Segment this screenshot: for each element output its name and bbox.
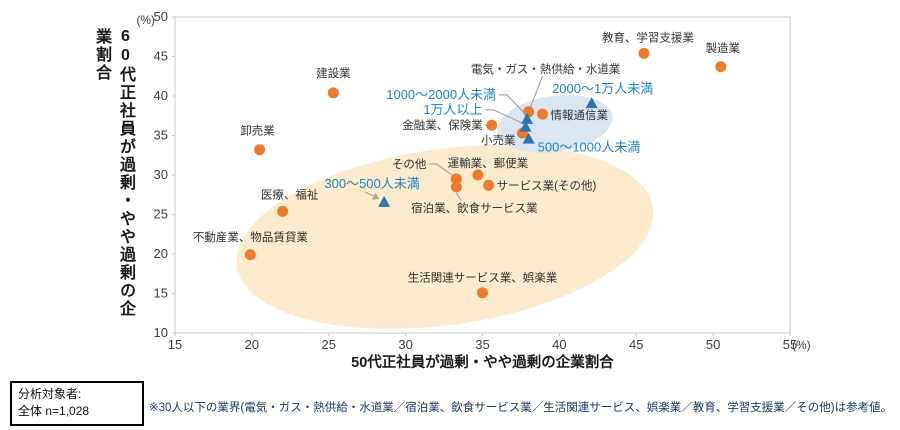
leader-line: [429, 163, 454, 177]
industry-label: 運輸業、郵便業: [448, 156, 529, 170]
industry-label: 情報通信業: [550, 109, 608, 122]
analysis-box-line1: 分析対象者:: [18, 387, 82, 401]
x-axis-title: 50代正社員が過剰・やや過剰の企業割合: [351, 355, 614, 371]
industry-label: 製造業: [706, 41, 741, 55]
industry-label: 建設業: [316, 66, 351, 80]
industry-point: [715, 61, 727, 73]
size-point: [519, 120, 532, 132]
industry-label: 不動産業、物品賃貸業: [193, 230, 308, 244]
industry-point: [523, 106, 535, 118]
analysis-box-line2: 全体 n=1,028: [18, 404, 90, 419]
size-label: 1万人以上: [423, 102, 482, 117]
x-tick-label: 35: [475, 337, 489, 352]
x-tick-label: 55: [783, 337, 797, 352]
industry-label: 小売業: [481, 134, 516, 147]
y-tick-label: 20: [154, 246, 168, 261]
industry-point: [638, 47, 650, 59]
plot-group: 15 20 25 30 35 40 45 50 55504540353025201510建設業卸…: [154, 9, 798, 352]
industry-label: 金融業、保険業: [402, 118, 483, 132]
y-tick-label: 40: [154, 88, 168, 103]
industry-label: 卸売業: [240, 124, 275, 138]
y-tick-label: 25: [154, 207, 168, 222]
industry-label: 教育、学習支援業: [602, 30, 694, 44]
y-tick-label: 10: [154, 325, 168, 340]
footnote-text: ※30人以下の業界(電気・ガス・熱供給・水道業／宿泊業、飲食サービス業／生活関連…: [149, 402, 893, 414]
industry-point: [254, 144, 266, 156]
industry-label: 医療、福祉: [261, 187, 319, 201]
analysis-target-box: 分析対象者: 全体 n=1,028: [10, 381, 144, 426]
x-tick-label: 15: [168, 337, 182, 352]
leader-line: [485, 109, 522, 124]
x-tick-label: 40: [552, 337, 566, 352]
x-axis-unit: (%): [792, 338, 811, 352]
industry-point: [483, 179, 495, 191]
y-axis-unit: (%): [136, 13, 155, 27]
size-point: [521, 112, 534, 124]
industry-point: [277, 205, 289, 217]
leader-line: [530, 75, 544, 108]
x-tick-label: 45: [629, 337, 643, 352]
x-tick-label: 30: [398, 337, 412, 352]
y-tick-label: 35: [154, 128, 168, 143]
size-point: [522, 132, 535, 144]
leader-arrowhead: [371, 192, 380, 200]
industry-label: その他: [392, 158, 427, 171]
industry-point: [450, 173, 462, 185]
leader-line: [455, 192, 462, 202]
industry-point: [536, 108, 548, 120]
size-label: 300〜500人未満: [324, 176, 419, 191]
size-point: [378, 195, 391, 207]
industry-label: 電気・ガス・熱供給・水道業: [471, 62, 621, 76]
industry-point: [327, 87, 339, 99]
y-tick-label: 45: [154, 49, 168, 64]
y-tick-label: 15: [154, 286, 168, 301]
industry-point: [450, 181, 462, 193]
x-tick-label: 50: [706, 337, 720, 352]
industry-point: [244, 249, 256, 261]
industry-label: 生活関連サービス業、娯楽業: [408, 271, 558, 285]
y-tick-label: 50: [154, 9, 168, 24]
leader-line: [499, 94, 525, 114]
industry-label: サービス業(その他): [497, 179, 597, 192]
industry-point: [472, 169, 484, 181]
size-label: 500〜1000人未満: [538, 140, 641, 155]
industry-point: [477, 287, 488, 299]
size-label: 1000〜2000人未満: [386, 87, 496, 102]
x-tick-label: 25: [322, 337, 336, 352]
industry-point: [486, 119, 498, 131]
cream-group-ellipse: [236, 145, 654, 329]
size-point: [585, 97, 598, 109]
y-axis-title: 60代正社員が過剰・やや過剰の企業割合: [93, 28, 134, 318]
x-tick-label: 20: [245, 337, 259, 352]
y-tick-label: 30: [154, 167, 168, 182]
industry-label: 宿泊業、飲食サービス業: [411, 201, 538, 215]
size-label: 2000〜1万人未満: [552, 81, 653, 96]
